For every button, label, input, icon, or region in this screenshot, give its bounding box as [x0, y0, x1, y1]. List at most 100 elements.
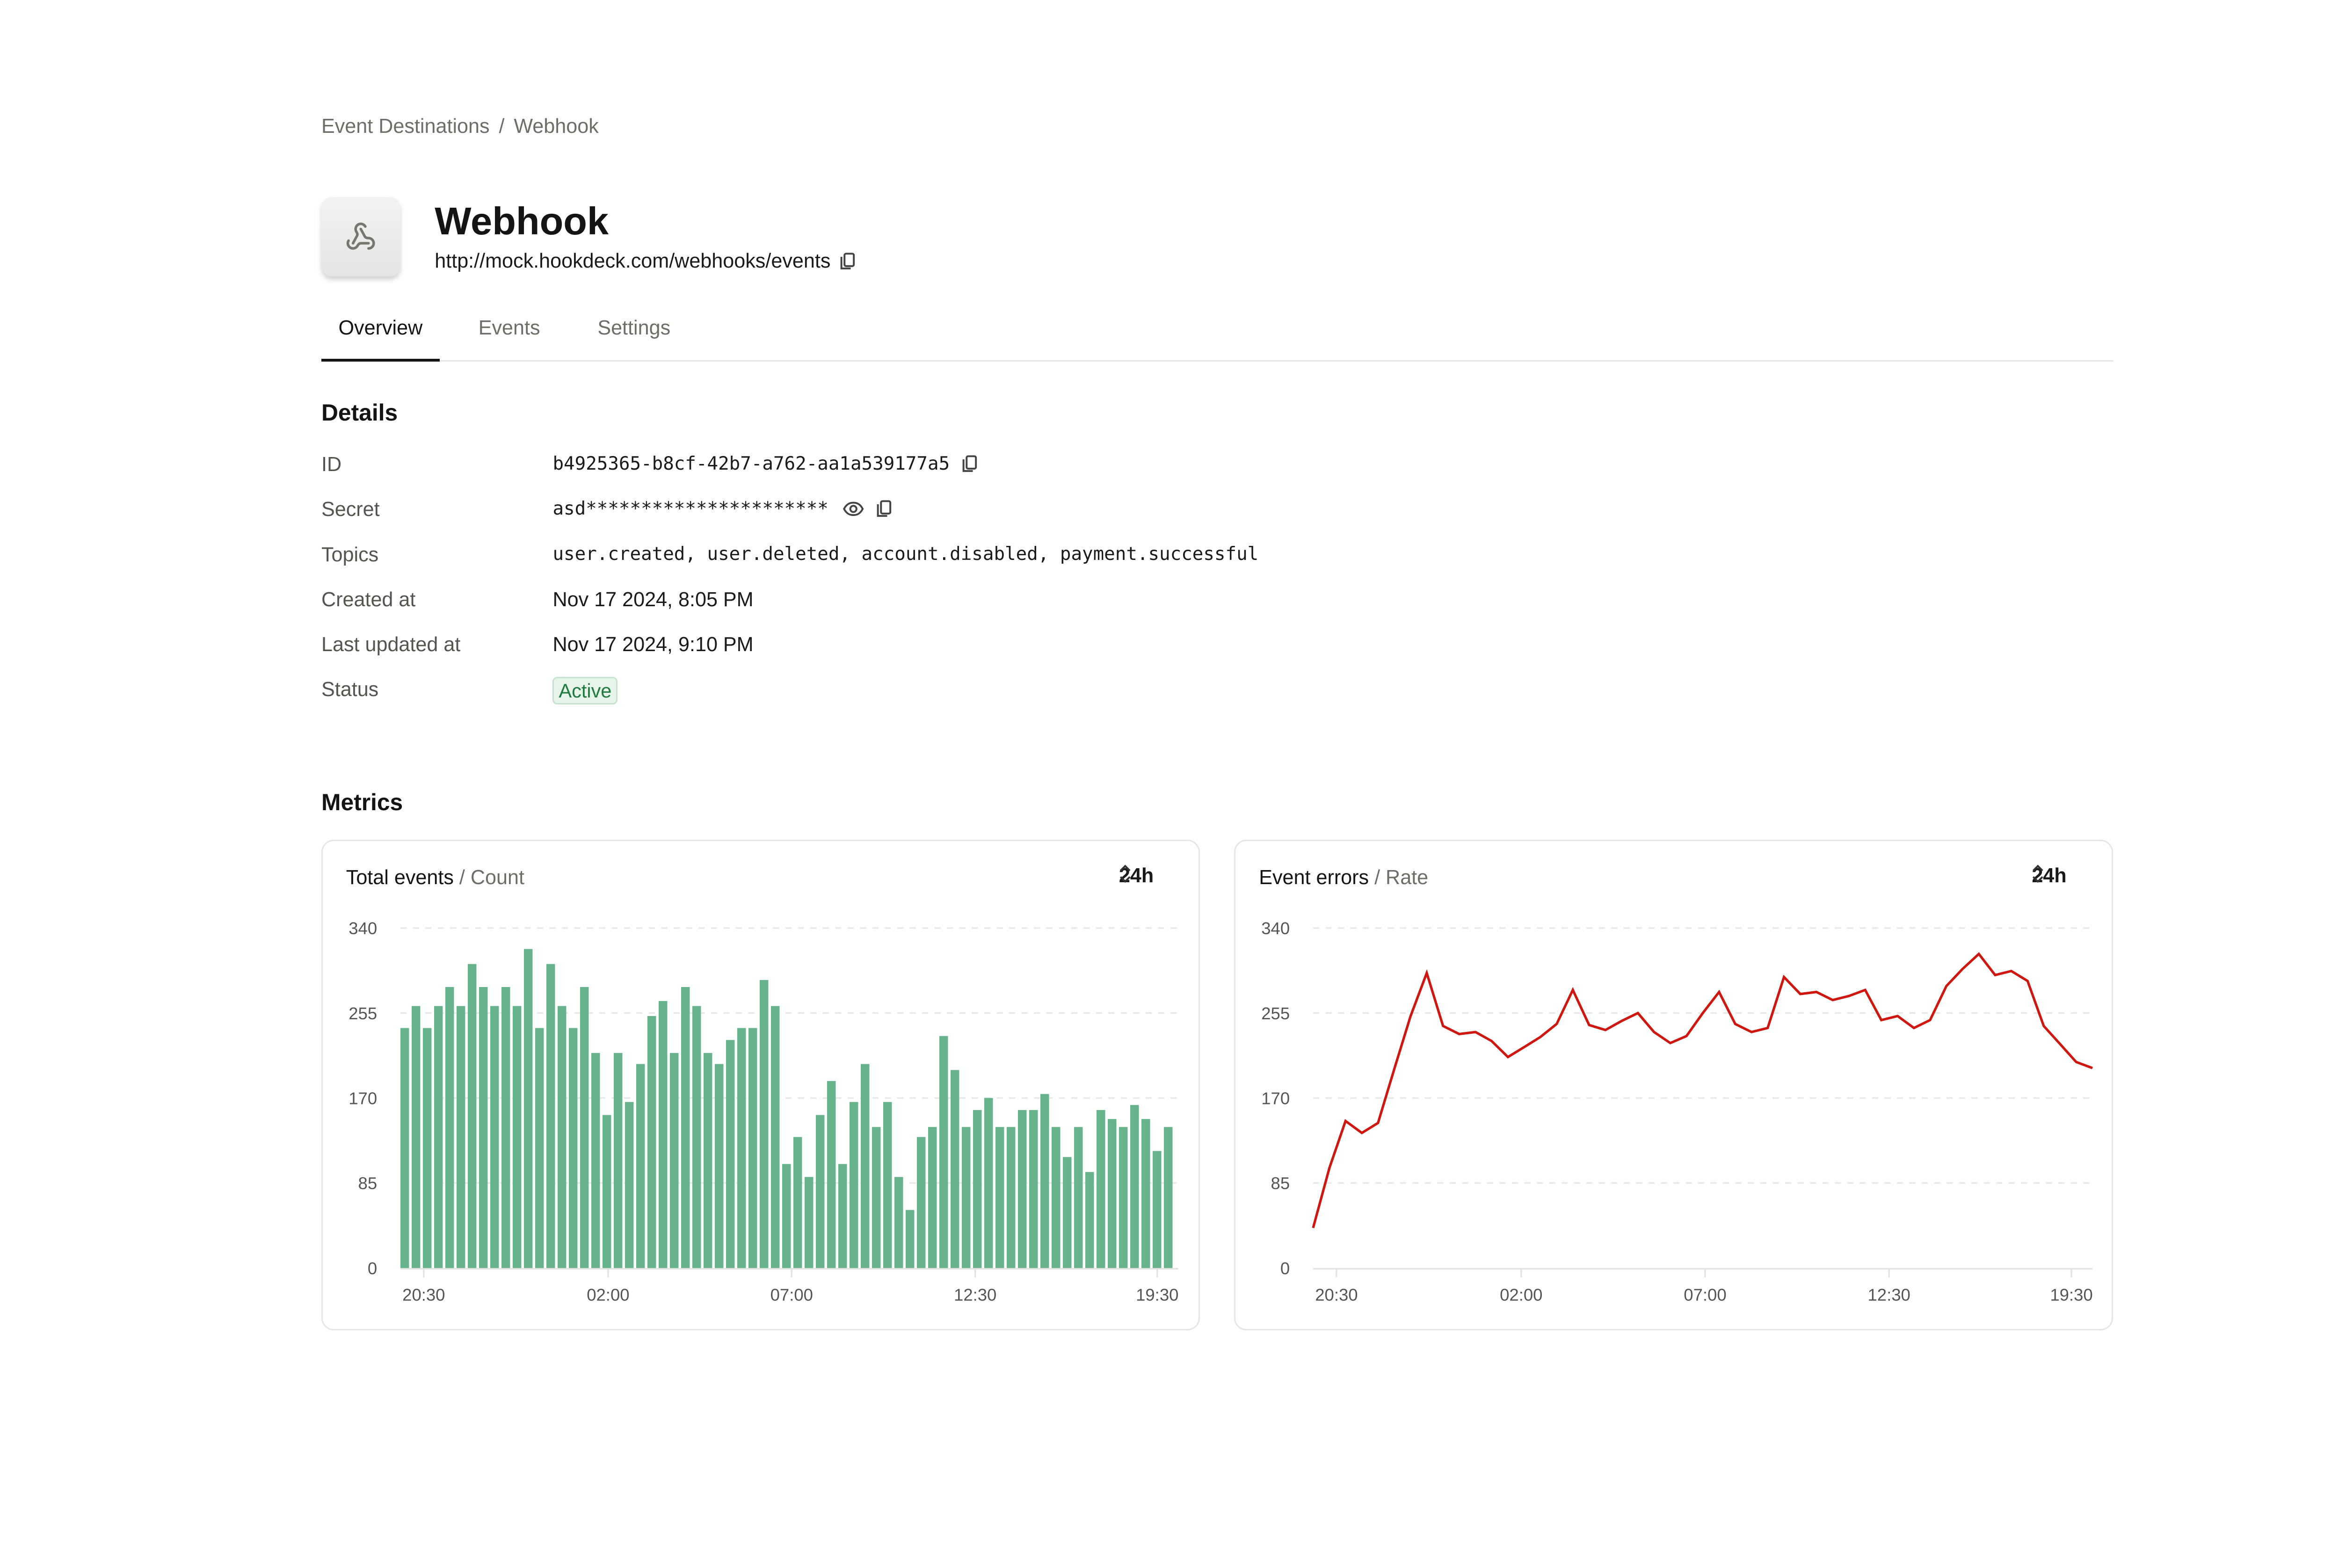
- bar: [883, 1102, 892, 1269]
- bar: [916, 1137, 926, 1269]
- bar: [849, 1102, 858, 1269]
- bar: [445, 987, 454, 1269]
- bar: [939, 1036, 948, 1269]
- x-tick-label: 19:30: [2050, 1285, 2093, 1305]
- topics-text: user.created, user.deleted, account.disa…: [552, 543, 1259, 565]
- bar: [625, 1102, 634, 1269]
- tab-overview[interactable]: Overview: [321, 311, 440, 362]
- copy-icon[interactable]: [960, 455, 979, 473]
- eye-icon[interactable]: [843, 500, 864, 518]
- x-tick-label: 20:30: [402, 1285, 445, 1305]
- copy-icon[interactable]: [875, 500, 893, 518]
- y-tick-label: 85: [1271, 1174, 1290, 1193]
- bar: [523, 949, 533, 1269]
- y-tick-label: 0: [368, 1259, 377, 1278]
- bar: [568, 1028, 578, 1269]
- url-text: http://mock.hookdeck.com/webhooks/events: [435, 250, 831, 273]
- x-tick-label: 12:30: [1868, 1285, 1910, 1305]
- bar: [770, 1006, 780, 1269]
- details-heading: Details: [321, 399, 398, 426]
- bar: [557, 1006, 567, 1269]
- y-tick-label: 170: [1262, 1089, 1290, 1108]
- bar: [905, 1210, 915, 1269]
- destination-url: http://mock.hookdeck.com/webhooks/events: [435, 250, 857, 273]
- bar: [546, 964, 555, 1269]
- tab-settings-label: Settings: [597, 317, 671, 340]
- bar: [1074, 1127, 1083, 1269]
- copy-icon[interactable]: [838, 252, 857, 271]
- page-title: Webhook: [435, 199, 609, 243]
- time-range-value: 24h: [2032, 864, 2067, 887]
- bar: [613, 1053, 623, 1269]
- bar: [793, 1137, 802, 1269]
- bar: [1062, 1157, 1072, 1269]
- bar: [467, 964, 477, 1269]
- bar: [512, 1006, 522, 1269]
- bar: [658, 1001, 668, 1269]
- tab-bar: Overview Events Settings: [321, 311, 2113, 362]
- bar: [1107, 1119, 1117, 1269]
- status-badge: Active: [552, 676, 618, 705]
- webhook-icon: [345, 221, 376, 252]
- topics-value: user.created, user.deleted, account.disa…: [552, 544, 1258, 565]
- bar: [748, 1028, 757, 1269]
- secret-label: Secret: [321, 498, 380, 521]
- id-text: b4925365-b8cf-42b7-a762-aa1a539177a5: [552, 453, 950, 475]
- bar: [580, 987, 589, 1269]
- y-tick-label: 340: [349, 919, 377, 938]
- y-tick-label: 85: [358, 1174, 378, 1193]
- status-value: Active: [552, 676, 618, 705]
- tab-settings[interactable]: Settings: [597, 311, 670, 359]
- y-tick-label: 255: [349, 1004, 377, 1023]
- secret-value: asd**********************: [552, 498, 893, 519]
- card-title: Event errors / Rate: [1259, 866, 1429, 889]
- bar: [815, 1115, 825, 1269]
- bar: [782, 1164, 791, 1269]
- x-tick-label: 07:00: [1684, 1285, 1727, 1305]
- status-label: Status: [321, 678, 379, 701]
- bar: [1029, 1110, 1038, 1269]
- bar: [1096, 1110, 1105, 1269]
- secret-text: asd**********************: [552, 498, 828, 520]
- event-errors-chart: 0 85 170 255 340 20:30 02:00 07:00 12:30 19:30: [1262, 919, 2093, 1305]
- bar: [535, 1028, 544, 1269]
- x-tick-label: 07:00: [770, 1285, 813, 1305]
- bar: [973, 1110, 982, 1269]
- bar: [984, 1098, 993, 1269]
- bar: [591, 1053, 600, 1269]
- bar: [1130, 1105, 1139, 1269]
- bar: [950, 1070, 959, 1269]
- bar: [1040, 1094, 1049, 1269]
- bar: [928, 1127, 937, 1269]
- bar: [759, 980, 769, 1269]
- bar: [838, 1164, 847, 1269]
- destination-icon-box: [321, 197, 401, 276]
- tab-events-label: Events: [478, 317, 540, 340]
- bar: [995, 1127, 1004, 1269]
- tab-overview-label: Overview: [338, 317, 423, 340]
- bar: [703, 1053, 712, 1269]
- created-at-value: Nov 17 2024, 8:05 PM: [552, 588, 754, 611]
- topics-label: Topics: [321, 543, 379, 566]
- card-title: Total events / Count: [346, 866, 524, 889]
- bar: [400, 1028, 409, 1269]
- bar: [860, 1064, 870, 1269]
- tab-events[interactable]: Events: [479, 311, 540, 359]
- bar: [501, 987, 510, 1269]
- bar: [894, 1177, 903, 1269]
- time-range-select[interactable]: 24h: [1119, 864, 1168, 887]
- bar: [422, 1028, 432, 1269]
- bar: [1017, 1110, 1027, 1269]
- x-tick-label: 19:30: [1136, 1285, 1178, 1305]
- y-tick-label: 0: [1280, 1259, 1290, 1278]
- chart-title: Total events: [346, 866, 454, 889]
- bar: [827, 1081, 836, 1269]
- breadcrumb-webhook: Webhook: [514, 115, 599, 138]
- breadcrumb-event-destinations[interactable]: Event Destinations: [321, 115, 490, 138]
- time-range-select[interactable]: 24h: [2032, 864, 2080, 887]
- bar: [490, 1006, 499, 1269]
- breadcrumb: Event Destinations / Webhook: [321, 115, 599, 138]
- bar: [1085, 1172, 1094, 1269]
- event-errors-card: Event errors / Rate 24h 0 85 170 255 340 20:3…: [1234, 840, 2113, 1331]
